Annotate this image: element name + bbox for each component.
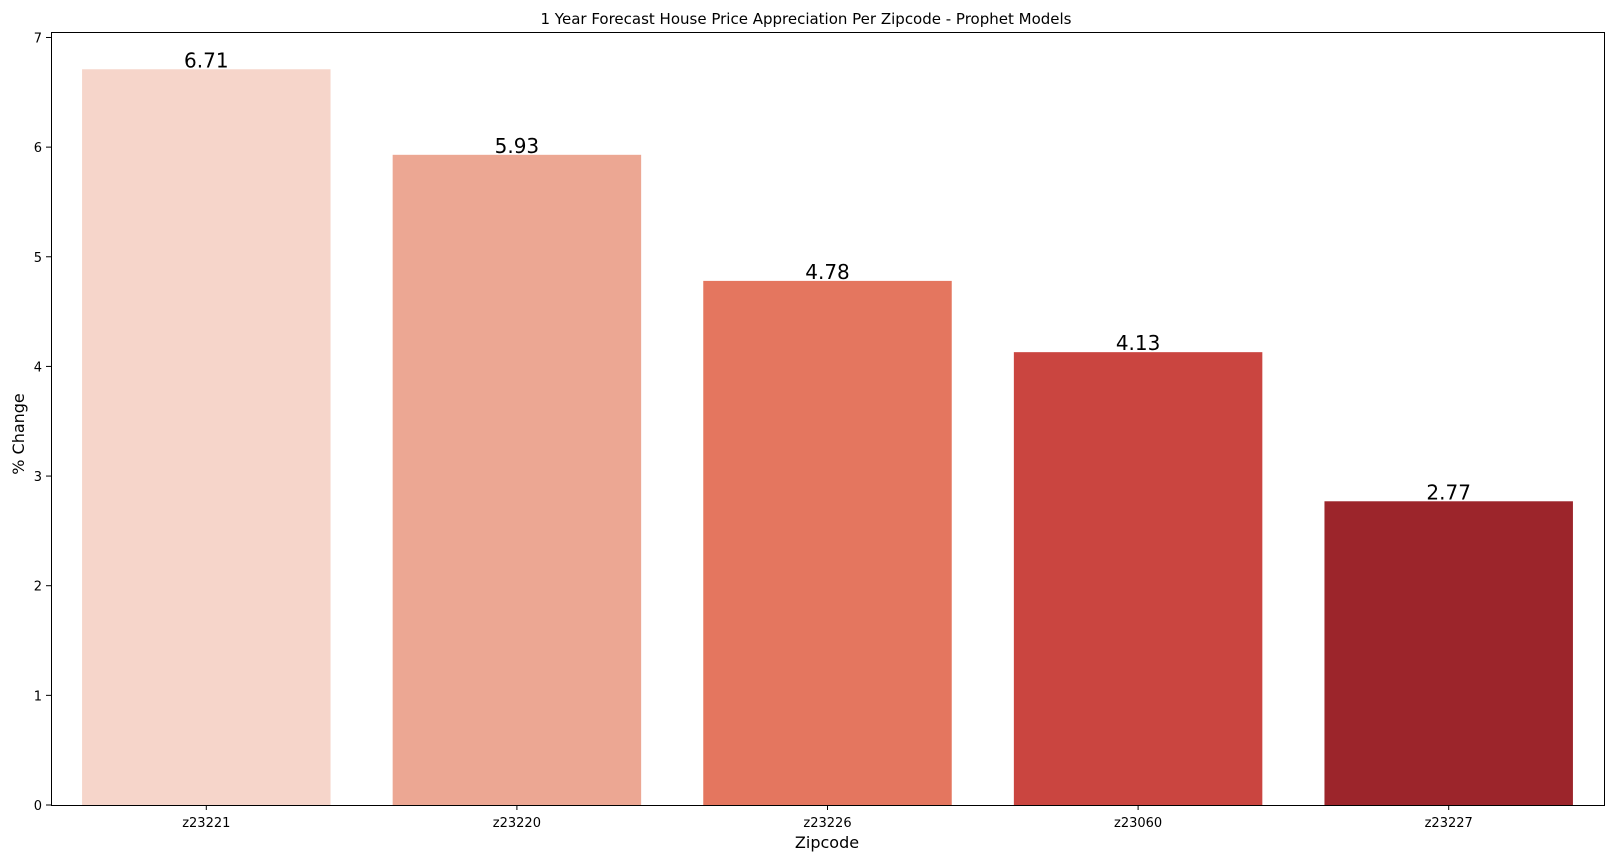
y-axis-label: % Change <box>9 393 28 475</box>
y-axis-ticks: 0 1 2 3 4 5 6 7 <box>34 31 51 814</box>
bar-z23227 <box>1324 501 1573 805</box>
bars-layer <box>82 69 1573 806</box>
y-tick-label: 3 <box>34 470 42 485</box>
chart-title: 1 Year Forecast House Price Appreciation… <box>540 10 1071 28</box>
plot-frame <box>51 32 1605 806</box>
y-tick-label: 6 <box>34 141 42 156</box>
x-tick-label: z23060 <box>1114 816 1162 831</box>
bar-z23220 <box>392 154 642 805</box>
data-label-z23227: 2.77 <box>1426 480 1471 504</box>
bar-z23226 <box>703 280 952 806</box>
x-tick-label: z23221 <box>182 816 230 831</box>
y-tick-label: 7 <box>34 31 42 46</box>
data-label-z23221: 6.71 <box>184 48 229 72</box>
data-label-z23220: 5.93 <box>495 134 540 158</box>
x-axis-ticks: z23221 z23220 z23226 z23060 z23227 <box>182 805 1473 831</box>
y-tick-label: 0 <box>34 799 42 814</box>
y-tick-label: 5 <box>34 251 42 266</box>
data-label-z23060: 4.13 <box>1116 331 1161 355</box>
y-tick-label: 1 <box>34 689 42 704</box>
x-tick-label: z23226 <box>803 816 851 831</box>
x-axis-label: Zipcode <box>795 833 859 852</box>
x-tick-label: z23227 <box>1425 816 1473 831</box>
data-labels-layer: 6.71 5.93 4.78 4.13 2.77 <box>184 48 1471 504</box>
bar-z23221 <box>82 69 331 806</box>
y-tick-label: 4 <box>34 360 42 375</box>
x-tick-label: z23220 <box>493 816 541 831</box>
bar-z23060 <box>1013 352 1263 805</box>
data-label-z23226: 4.78 <box>805 260 850 284</box>
y-tick-label: 2 <box>34 580 42 595</box>
